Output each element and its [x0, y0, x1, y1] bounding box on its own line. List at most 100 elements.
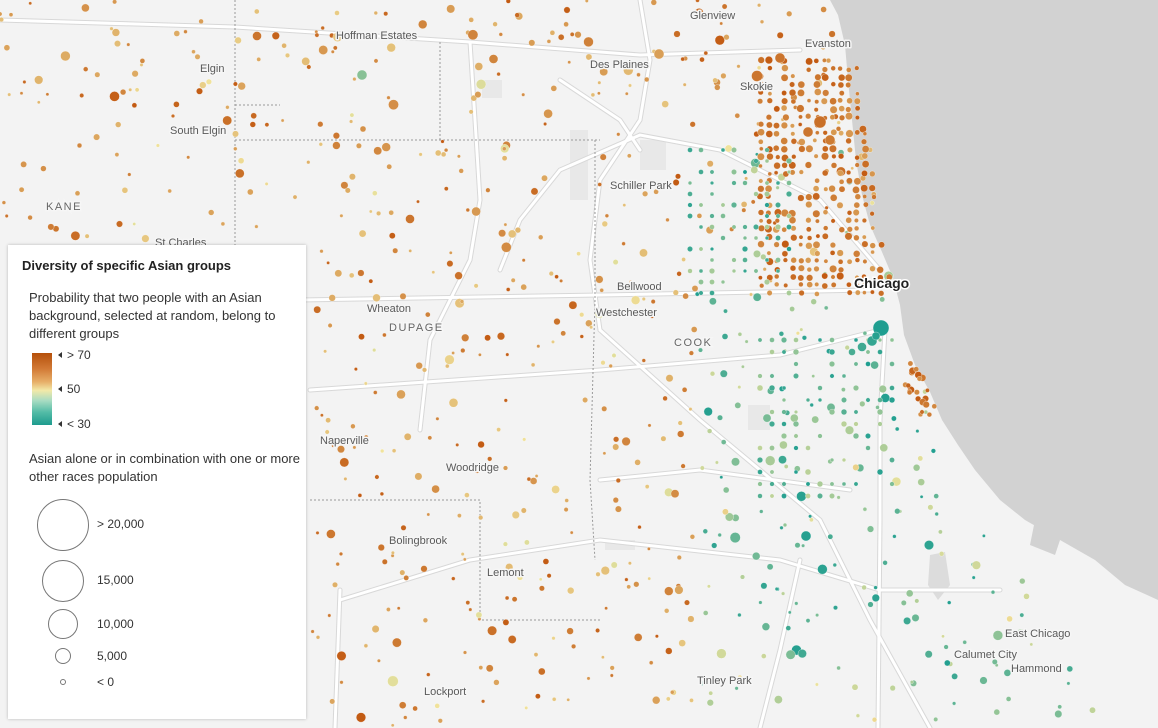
data-dot — [281, 42, 287, 49]
data-dot — [870, 225, 876, 231]
data-dot — [806, 266, 812, 273]
data-dot — [820, 6, 827, 13]
data-dot — [372, 348, 377, 353]
data-dot — [781, 349, 787, 355]
data-dot — [805, 618, 811, 623]
data-dot — [822, 89, 830, 97]
data-dot — [318, 45, 329, 55]
data-dot — [590, 92, 596, 98]
data-dot — [344, 187, 351, 194]
data-dot — [798, 289, 805, 297]
data-dot — [542, 558, 550, 565]
data-dot — [566, 627, 574, 635]
data-dot — [689, 534, 696, 540]
data-dot — [805, 217, 812, 224]
data-dot — [812, 240, 821, 249]
data-dot — [848, 348, 856, 356]
data-dot — [373, 58, 379, 64]
data-dot — [764, 224, 770, 230]
data-dot — [773, 130, 780, 138]
data-dot — [821, 282, 829, 290]
data-dot — [400, 524, 407, 531]
data-dot — [698, 147, 704, 153]
data-dot — [538, 577, 543, 582]
label-lemont: Lemont — [487, 567, 524, 579]
data-dot — [502, 619, 510, 626]
data-dot — [753, 224, 759, 230]
data-dot — [828, 185, 836, 193]
data-dot — [462, 650, 468, 655]
data-dot — [237, 81, 246, 91]
data-dot — [757, 98, 764, 105]
data-dot — [390, 723, 395, 728]
data-dot — [1016, 628, 1026, 639]
data-dot — [859, 400, 866, 407]
data-dot — [917, 455, 924, 462]
data-dot — [854, 275, 860, 280]
data-dot — [4, 214, 9, 218]
data-dot — [340, 181, 349, 190]
data-dot — [840, 420, 848, 428]
data-dot — [812, 192, 821, 201]
data-dot — [474, 62, 484, 71]
data-dot — [109, 91, 120, 102]
data-dot — [460, 552, 465, 557]
data-dot — [399, 569, 406, 576]
data-dot — [806, 67, 812, 73]
color-stop-mid: 50 — [58, 382, 80, 396]
data-dot — [775, 213, 781, 219]
data-dot — [815, 613, 820, 618]
data-dot — [846, 146, 853, 153]
data-dot — [823, 186, 829, 192]
data-dot — [845, 112, 853, 121]
data-dot — [962, 640, 967, 645]
data-dot — [563, 6, 571, 14]
data-dot — [610, 561, 618, 569]
data-dot — [737, 612, 742, 618]
data-dot — [774, 695, 783, 704]
data-dot — [647, 547, 651, 551]
label-south-elgin: South Elgin — [170, 125, 226, 137]
data-dot — [183, 29, 188, 34]
data-dot — [742, 235, 748, 241]
data-dot — [837, 65, 843, 72]
data-dot — [931, 403, 938, 410]
data-dot — [325, 417, 331, 424]
data-dot — [170, 113, 176, 119]
data-dot — [766, 250, 772, 256]
data-dot — [737, 385, 742, 390]
data-dot — [869, 200, 875, 206]
data-dot — [682, 292, 689, 300]
data-dot — [869, 265, 876, 272]
data-dot — [535, 693, 541, 700]
data-dot — [530, 362, 536, 368]
data-dot — [769, 445, 775, 451]
data-dot — [487, 456, 493, 462]
data-dot — [789, 306, 795, 312]
data-dot — [445, 363, 450, 369]
data-dot — [709, 290, 715, 296]
data-dot — [790, 131, 796, 137]
data-dot — [764, 202, 770, 208]
data-dot — [422, 617, 429, 623]
data-dot — [560, 330, 567, 337]
data-dot — [559, 278, 564, 283]
data-dot — [877, 274, 884, 281]
data-dot — [765, 455, 776, 466]
data-dot — [225, 105, 230, 110]
data-dot — [355, 712, 367, 723]
data-dot — [388, 99, 399, 111]
data-dot — [875, 405, 880, 410]
data-dot — [131, 102, 138, 109]
data-dot — [724, 144, 733, 153]
data-dot — [689, 121, 696, 128]
data-dot — [334, 269, 343, 278]
data-dot — [853, 97, 861, 105]
data-dot — [348, 173, 356, 181]
data-dot — [730, 201, 738, 209]
data-dot — [699, 56, 705, 63]
data-dot — [788, 89, 797, 97]
data-dot — [993, 708, 1001, 716]
data-dot — [865, 349, 871, 355]
data-dot — [971, 560, 981, 570]
